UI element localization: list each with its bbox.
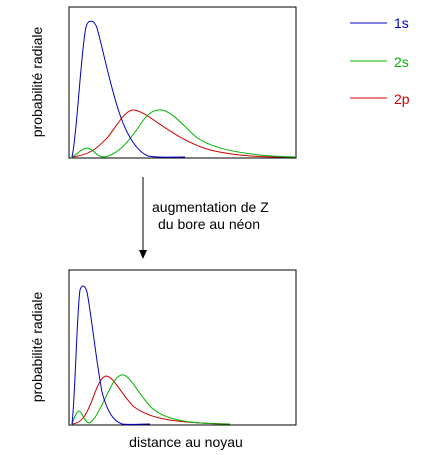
top-curve-1s [71, 20, 186, 158]
top-curve-2p [71, 109, 296, 158]
legend-item-1s: 1s [350, 15, 409, 31]
legend-label-2s: 2s [394, 54, 409, 70]
arrow-caption-line2: du bore au néon [158, 216, 260, 232]
legend-item-2s: 2s [350, 54, 409, 70]
legend-item-2p: 2p [350, 91, 410, 107]
bottom-xlabel: distance au noyau [129, 434, 243, 450]
top-plot-frame [68, 6, 297, 159]
legend-label-1s: 1s [394, 15, 409, 31]
bottom-curve-2p [71, 375, 231, 425]
top-plot: probabilité radiale [29, 6, 297, 159]
top-ylabel: probabilité radiale [29, 27, 45, 138]
arrow-head [139, 250, 147, 259]
z-increase-arrow: augmentation de Z du bore au néon [139, 177, 269, 259]
bottom-curve-1s [71, 285, 151, 425]
arrow-caption-line1: augmentation de Z [152, 199, 269, 215]
legend: 1s 2s 2p [350, 15, 410, 107]
bottom-plot-frame [68, 269, 297, 426]
bottom-ylabel: probabilité radiale [29, 292, 45, 403]
bottom-plot: probabilité radiale distance au noyau [29, 269, 297, 450]
top-curve-2s [71, 109, 296, 158]
legend-label-2p: 2p [394, 91, 410, 107]
bottom-curve-2s [71, 374, 231, 425]
